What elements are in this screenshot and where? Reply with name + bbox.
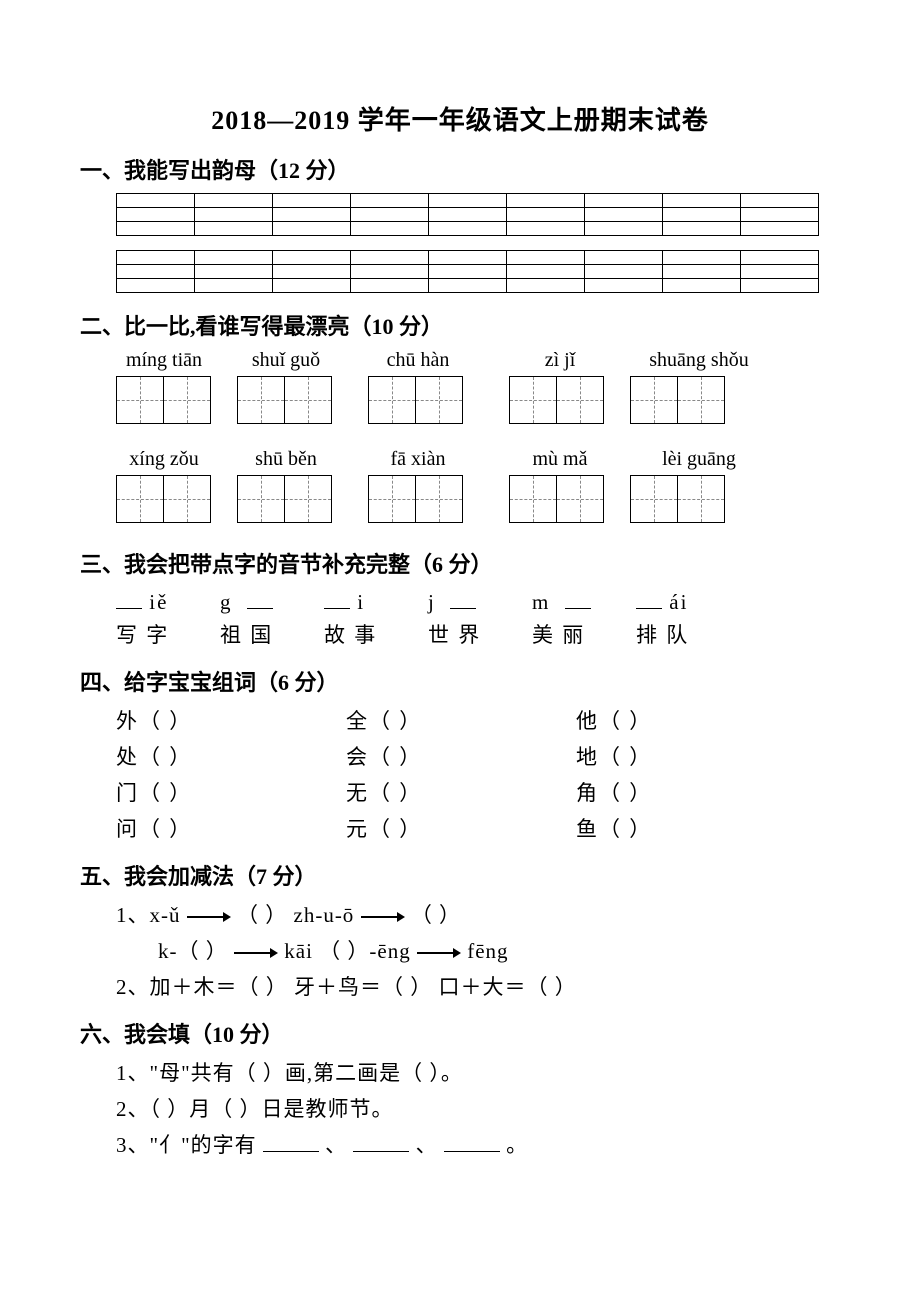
q4-row: 问（ ） 元（ ） 鱼（ ） <box>116 813 840 843</box>
exam-page: 2018—2019 学年一年级语文上册期末试卷 一、我能写出韵母（12 分） 二… <box>0 0 920 1225</box>
q3-word: 世 界 <box>428 619 532 649</box>
q2-pinyin: shū běn <box>238 448 334 471</box>
blank-underline <box>444 1130 500 1152</box>
section-3-head: 三、我会把带点字的音节补充完整（6 分） <box>80 547 840 579</box>
q4-cell: 角（ ） <box>576 777 806 807</box>
q4-cell: 问（ ） <box>116 813 346 843</box>
q2-pinyin-row-2: xíng zǒu shū běn fā xiàn mù mǎ lèi guāng <box>116 448 840 471</box>
q3-word: 美 丽 <box>532 619 636 649</box>
q3-word: 故 事 <box>324 619 428 649</box>
q3-block: iě g i j m ái 写 字 祖 国 故 事 世 界 美 丽 排 队 <box>116 587 840 649</box>
q3-top: i <box>324 587 428 615</box>
tian-pair <box>116 475 211 523</box>
q2-block: míng tiān shuǐ guǒ chū hàn zì jǐ shuāng … <box>116 349 840 523</box>
q2-pinyin: míng tiān <box>116 349 212 372</box>
tian-pair <box>368 376 463 424</box>
q4-row: 外（ ） 全（ ） 他（ ） <box>116 705 840 735</box>
arrow-right-icon <box>234 947 278 959</box>
q4-cell: 处（ ） <box>116 741 346 771</box>
q2-pinyin: zì jǐ <box>512 349 608 372</box>
q2-tian-row-1 <box>116 376 840 424</box>
q6-block: 1、"母"共有（ ）画,第二画是（ ）。 2、（ ）月（ ）日是教师节。 3、"… <box>116 1057 840 1159</box>
q3-top: iě <box>116 587 220 615</box>
q1-grid-1 <box>116 193 819 236</box>
q2-pinyin: xíng zǒu <box>116 448 212 471</box>
q6-line-1: 1、"母"共有（ ）画,第二画是（ ）。 <box>116 1057 840 1087</box>
q3-word-row: 写 字 祖 国 故 事 世 界 美 丽 排 队 <box>116 619 840 649</box>
arrow-right-icon <box>187 911 231 923</box>
q5-line-1: 1、x-ǔ （ ） zh-u-ō （ ） <box>116 899 840 929</box>
section-4-head: 四、给字宝宝组词（6 分） <box>80 665 840 697</box>
q4-cell: 元（ ） <box>346 813 576 843</box>
tian-pair <box>237 376 332 424</box>
q2-pinyin: fā xiàn <box>370 448 466 471</box>
q3-word: 排 队 <box>636 619 756 649</box>
q4-cell: 无（ ） <box>346 777 576 807</box>
q3-top: m <box>532 587 636 615</box>
tian-pair <box>116 376 211 424</box>
page-title: 2018—2019 学年一年级语文上册期末试卷 <box>80 100 840 137</box>
q1-grid-2 <box>116 250 819 293</box>
q3-top: j <box>428 587 532 615</box>
arrow-right-icon <box>361 911 405 923</box>
q6-line-3: 3、"亻"的字有 、 、 。 <box>116 1129 840 1159</box>
q4-cell: 全（ ） <box>346 705 576 735</box>
q2-pinyin: shuǐ guǒ <box>238 349 334 372</box>
q5-block: 1、x-ǔ （ ） zh-u-ō （ ） k-（ ） kāi （ ）-ēng f… <box>116 899 840 1001</box>
tian-pair <box>509 475 604 523</box>
tian-pair <box>509 376 604 424</box>
q4-row: 门（ ） 无（ ） 角（ ） <box>116 777 840 807</box>
q2-pinyin: shuāng shǒu <box>634 349 764 372</box>
tian-pair <box>630 376 725 424</box>
q4-cell: 门（ ） <box>116 777 346 807</box>
q1-gap <box>80 236 840 250</box>
section-1-head: 一、我能写出韵母（12 分） <box>80 153 840 185</box>
q3-word: 祖 国 <box>220 619 324 649</box>
tian-pair <box>368 475 463 523</box>
tian-pair <box>630 475 725 523</box>
tian-pair <box>237 475 332 523</box>
q3-top: g <box>220 587 324 615</box>
q2-tian-row-2 <box>116 475 840 523</box>
blank-underline <box>353 1130 409 1152</box>
arrow-right-icon <box>417 947 461 959</box>
q3-word: 写 字 <box>116 619 220 649</box>
q2-pinyin: chū hàn <box>370 349 466 372</box>
q4-cell: 鱼（ ） <box>576 813 806 843</box>
q3-pinyin-row: iě g i j m ái <box>116 587 840 615</box>
q4-cell: 地（ ） <box>576 741 806 771</box>
q4-cell: 他（ ） <box>576 705 806 735</box>
q2-pinyin: lèi guāng <box>634 448 764 471</box>
q4-cell: 会（ ） <box>346 741 576 771</box>
q2-pinyin-row-1: míng tiān shuǐ guǒ chū hàn zì jǐ shuāng … <box>116 349 840 372</box>
q3-top: ái <box>636 587 756 615</box>
q4-row: 处（ ） 会（ ） 地（ ） <box>116 741 840 771</box>
section-2-head: 二、比一比,看谁写得最漂亮（10 分） <box>80 309 840 341</box>
q6-line-2: 2、（ ）月（ ）日是教师节。 <box>116 1093 840 1123</box>
section-5-head: 五、我会加减法（7 分） <box>80 859 840 891</box>
q4-cell: 外（ ） <box>116 705 346 735</box>
q5-line-2: k-（ ） kāi （ ）-ēng fēng <box>116 935 840 965</box>
q4-block: 外（ ） 全（ ） 他（ ） 处（ ） 会（ ） 地（ ） 门（ ） 无（ ） … <box>116 705 840 843</box>
section-6-head: 六、我会填（10 分） <box>80 1017 840 1049</box>
q5-line-3: 2、加＋木＝（ ） 牙＋鸟＝（ ） 口＋大＝（ ） <box>116 971 840 1001</box>
blank-underline <box>263 1130 319 1152</box>
q2-pinyin: mù mǎ <box>512 448 608 471</box>
